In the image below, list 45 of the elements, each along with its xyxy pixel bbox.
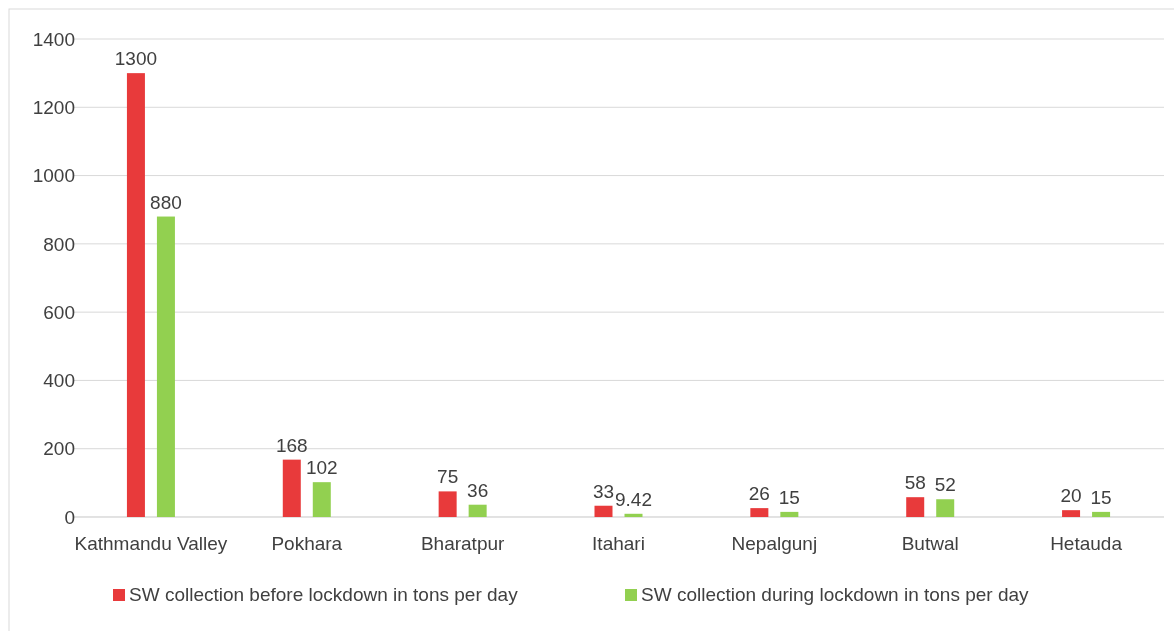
y-tick-label: 1200 (32, 96, 75, 118)
y-tick-label: 200 (43, 438, 75, 460)
x-tick-label: Butwal (901, 533, 959, 554)
y-tick-label: 1000 (32, 165, 75, 187)
bar (282, 459, 301, 517)
y-tick-label: 1400 (32, 28, 75, 50)
data-label: 15 (1090, 486, 1112, 508)
bar (780, 511, 799, 517)
x-tick-label: Pokhara (271, 533, 343, 554)
bar (624, 513, 643, 517)
bar (906, 497, 925, 517)
x-tick-label: Nepalgunj (731, 533, 818, 554)
data-label: 58 (904, 472, 926, 494)
data-label: 102 (305, 457, 338, 479)
data-label: 26 (748, 483, 770, 505)
y-tick-label: 800 (43, 233, 75, 255)
data-label: 20 (1060, 485, 1082, 507)
bar (468, 504, 487, 517)
y-tick-label: 0 (64, 506, 75, 528)
data-label: 33 (592, 480, 615, 502)
y-tick-label: 600 (43, 301, 75, 323)
legend-label: SW collection before lockdown in tons per day (129, 584, 519, 605)
data-label: 52 (934, 474, 956, 496)
bar (126, 73, 145, 517)
x-tick-label: Itahari (592, 533, 645, 554)
data-label: 1300 (114, 48, 158, 70)
bar (438, 491, 457, 517)
data-label: 75 (437, 466, 459, 488)
data-label: 36 (467, 479, 489, 501)
bar (156, 216, 175, 517)
data-label: 168 (275, 434, 308, 456)
legend-label: SW collection during lockdown in tons per day (641, 584, 1030, 605)
bar (1092, 511, 1111, 517)
data-label: 880 (150, 191, 182, 213)
bar (1062, 510, 1081, 517)
y-tick-label: 400 (43, 370, 75, 392)
x-tick-label: Hetauda (1050, 533, 1123, 554)
bar (936, 499, 955, 517)
bar (312, 482, 331, 517)
bar (750, 508, 769, 517)
data-label: 15 (778, 486, 800, 508)
x-tick-label: Kathmandu Valley (74, 533, 228, 554)
data-label: 9.42 (615, 488, 652, 510)
x-tick-label: Bharatpur (420, 533, 506, 554)
bar (594, 505, 613, 517)
